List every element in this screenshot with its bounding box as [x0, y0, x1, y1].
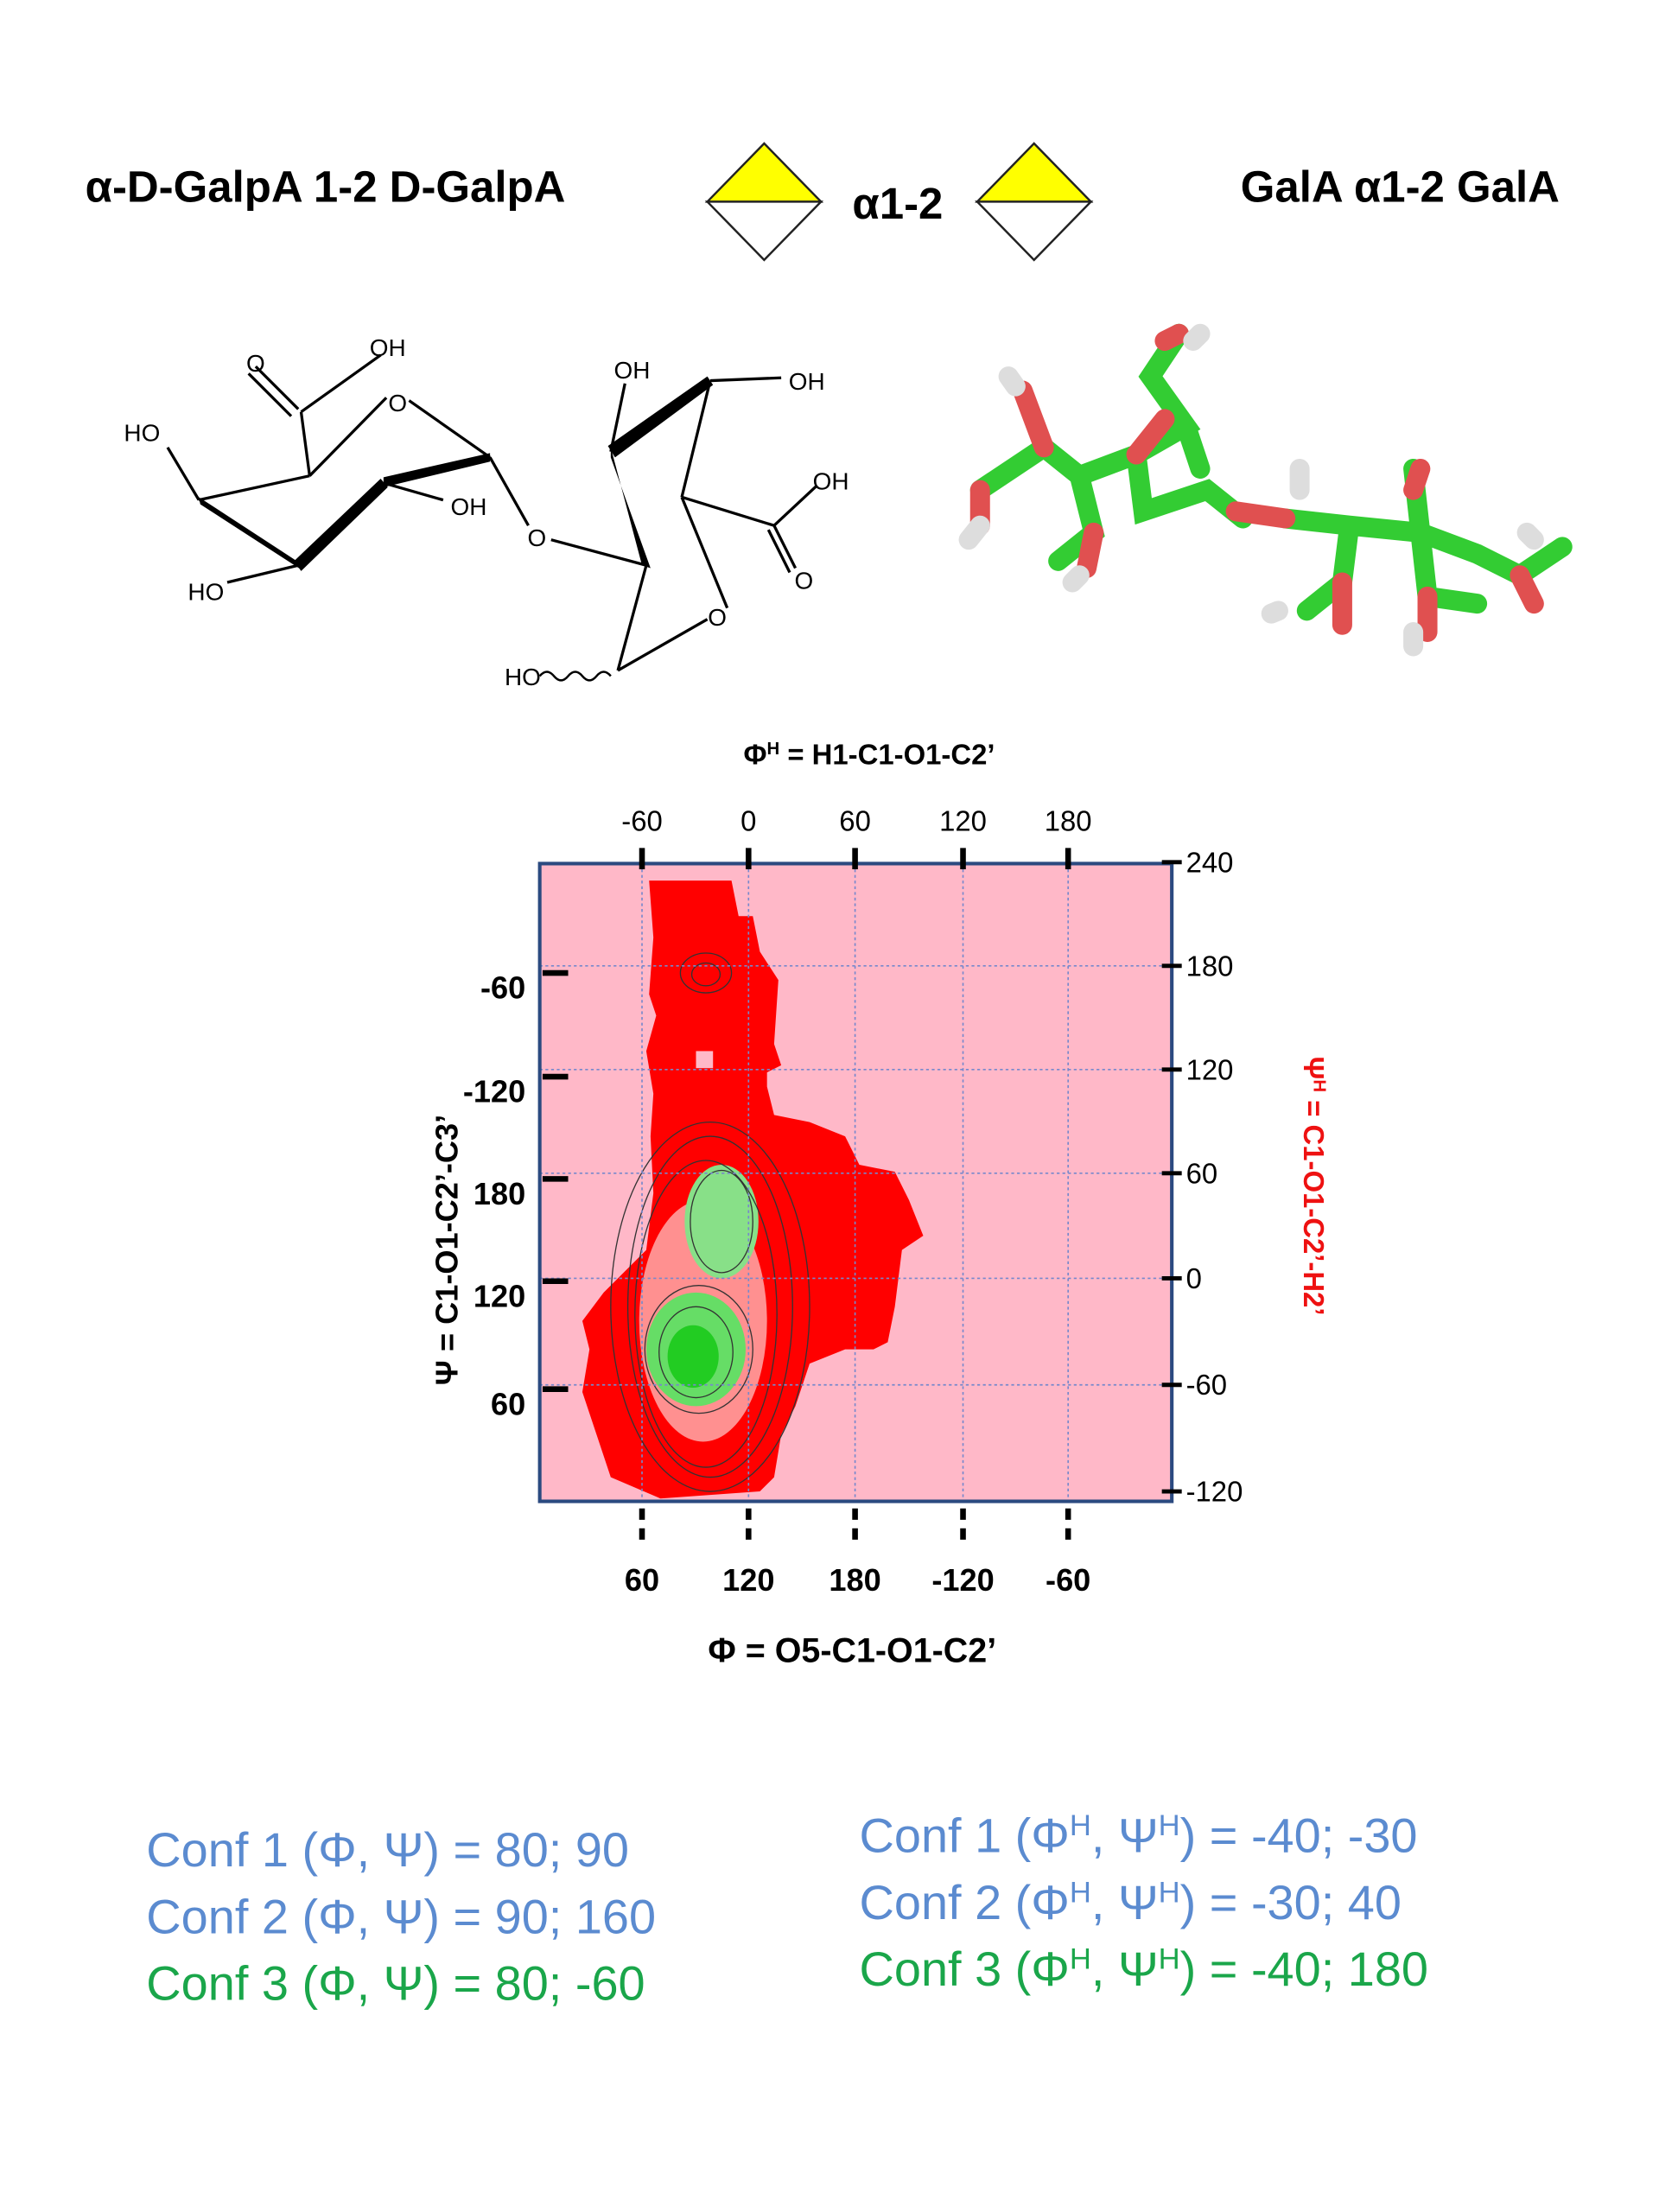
- conformation-part: H: [1159, 1809, 1180, 1842]
- right-tick-label: 120: [1186, 1053, 1234, 1085]
- left-tick-label: 60: [491, 1386, 525, 1421]
- left-tick-label: 120: [474, 1278, 525, 1313]
- conformation: Conf 1 (ΦH, ΨH) = -40; -30: [860, 1808, 1418, 1863]
- conformation-part: ) = -40; 180: [1180, 1942, 1428, 1996]
- bottom-tick-label: 180: [829, 1562, 880, 1598]
- conformation-part: , Ψ: [1091, 1942, 1159, 1996]
- right-tick-label: -120: [1186, 1476, 1243, 1508]
- conformation-part: H: [1070, 1809, 1091, 1842]
- atom-label: OH: [614, 357, 651, 384]
- atom-label: HO: [505, 664, 541, 690]
- bottom-tick-label: 60: [625, 1562, 659, 1598]
- atom-label: OH: [370, 334, 406, 361]
- top-tick-label: -60: [621, 805, 663, 837]
- conformation-part: Conf 3 (Φ: [860, 1942, 1070, 1996]
- atom-label: HO: [188, 579, 224, 606]
- conformation: Conf 3 (ΦH, ΨH) = -40; 180: [860, 1942, 1428, 1996]
- left-tick-label: -120: [463, 1074, 525, 1109]
- left-title: α-D-GalpA 1-2 D-GalpA: [86, 162, 566, 211]
- atom-label: O: [795, 567, 814, 594]
- conformation-part: H: [1070, 1943, 1091, 1976]
- right-tick-label: 240: [1186, 846, 1234, 878]
- left-axis-title: Ψ = C1-O1-C2’-C3’: [429, 1115, 464, 1386]
- top-tick-label: 0: [741, 805, 756, 837]
- skeletal-structure: [166, 353, 818, 682]
- heatmap: [537, 861, 1174, 1503]
- bottom-tick-label: -60: [1046, 1562, 1090, 1598]
- right-tick-label: 60: [1186, 1157, 1218, 1189]
- left-tick-label: 180: [474, 1176, 525, 1211]
- top-axis-title-part: H: [767, 740, 780, 759]
- bottom-axis-title: Φ = O5-C1-O1-C2’: [708, 1631, 996, 1669]
- conformation: Conf 2 (ΦH, ΨH) = -30; 40: [860, 1875, 1402, 1929]
- atom-label: OH: [451, 493, 487, 520]
- conformation-part: ) = -30; 40: [1180, 1875, 1402, 1929]
- atom-label: OH: [789, 368, 825, 395]
- atom-label: HO: [124, 419, 160, 446]
- right-title: GalA α1-2 GalA: [1241, 162, 1560, 211]
- right-axis-title-part: = C1-O1-C2’-H2’: [1298, 1092, 1330, 1315]
- top-tick-label: 180: [1045, 805, 1092, 837]
- atom-label: OH: [813, 467, 849, 494]
- atom-label: O: [246, 350, 265, 377]
- conformation: Conf 1 (Φ, Ψ) = 80; 90: [146, 1822, 629, 1877]
- conformation-part: H: [1070, 1876, 1091, 1909]
- conformation-part: , Ψ: [1091, 1808, 1159, 1863]
- top-tick-label: 60: [839, 805, 871, 837]
- conformation-part: H: [1159, 1876, 1180, 1909]
- bottom-tick-label: -120: [931, 1562, 994, 1598]
- conformation: Conf 3 (Φ, Ψ) = 80; -60: [146, 1956, 645, 2011]
- top-axis-title-part: Φ: [744, 738, 767, 770]
- left-tick-label: -60: [480, 970, 525, 1006]
- right-tick-label: 0: [1186, 1262, 1202, 1294]
- conformation-part: Conf 1 (Φ: [860, 1808, 1070, 1863]
- right-tick-label: 180: [1186, 950, 1234, 982]
- top-axis-title-part: = H1-C1-O1-C2’: [779, 738, 995, 770]
- atom-label: O: [708, 604, 727, 631]
- conformation-part: , Ψ: [1091, 1875, 1159, 1929]
- right-axis-title-part: Ψ: [1298, 1057, 1330, 1080]
- atom-label: O: [528, 524, 547, 551]
- right-axis-title: ΨH = C1-O1-C2’-H2’: [1298, 1057, 1330, 1316]
- conformation: Conf 2 (Φ, Ψ) = 90; 160: [146, 1889, 656, 1943]
- conformation-part: H: [1159, 1943, 1180, 1976]
- conformation-part: Conf 2 (Φ: [860, 1875, 1070, 1929]
- linkage: α1-2: [852, 179, 943, 228]
- top-axis-title: ΦH = H1-C1-O1-C2’: [744, 738, 995, 770]
- bottom-tick-label: 120: [722, 1562, 774, 1598]
- stick-model: [958, 323, 1573, 657]
- glycan-symbol: [704, 142, 1094, 262]
- atom-label: O: [388, 390, 407, 416]
- conformation-part: ) = -40; -30: [1180, 1808, 1418, 1863]
- right-axis-title-part: H: [1310, 1079, 1329, 1092]
- top-tick-label: 120: [939, 805, 987, 837]
- right-tick-label: -60: [1186, 1369, 1228, 1401]
